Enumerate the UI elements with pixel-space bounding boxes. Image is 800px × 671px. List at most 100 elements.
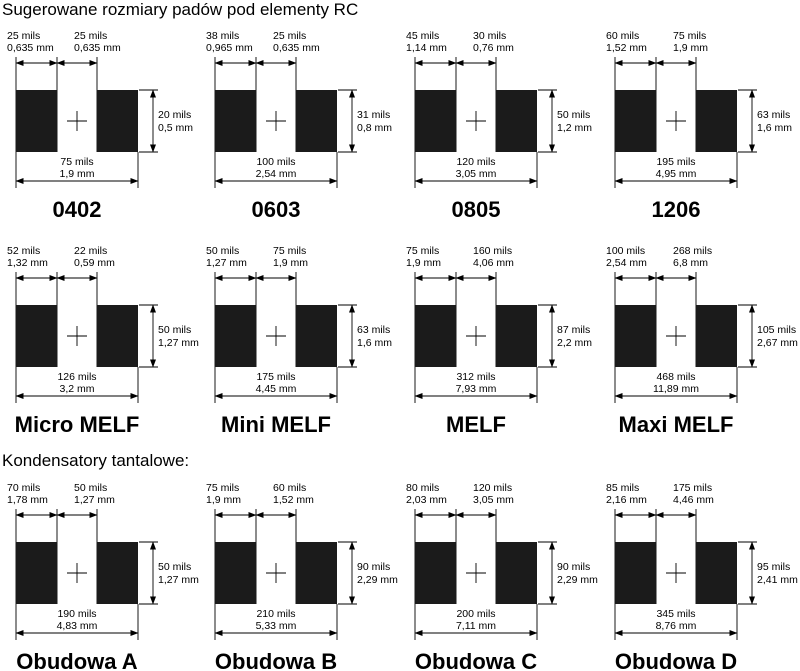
total-length-mils: 126 mils [57, 371, 96, 383]
total-length-mm: 8,76 mm [656, 620, 697, 632]
pad-right [296, 90, 337, 152]
pad-left [215, 90, 256, 152]
pad-width-mils: 70 mils [7, 482, 40, 494]
total-length-mm: 3,2 mm [59, 383, 94, 395]
gap-mils: 25 mils [74, 30, 107, 42]
pad-height-mils: 50 mils [557, 109, 590, 121]
pad-left [415, 542, 456, 604]
pad-left [415, 90, 456, 152]
gap-mm: 0,59 mm [74, 257, 115, 269]
gap-mm: 4,46 mm [673, 494, 714, 506]
gap-mils: 30 mils [473, 30, 506, 42]
pad-width-mm: 1,9 mm [206, 494, 241, 506]
footprint-name: Obudowa C [415, 649, 537, 671]
total-length-mils: 210 mils [256, 608, 295, 620]
gap-mm: 1,9 mm [273, 257, 308, 269]
pad-height-mils: 20 mils [158, 109, 191, 121]
footprint-name: Maxi MELF [619, 412, 734, 437]
total-length-mm: 4,45 mm [256, 383, 297, 395]
total-length-mm: 1,9 mm [59, 168, 94, 180]
pad-right [296, 305, 337, 367]
gap-mils: 75 mils [273, 245, 306, 257]
gap-mils: 268 mils [673, 245, 712, 257]
gap-mils: 160 mils [473, 245, 512, 257]
pad-height-mils: 95 mils [757, 561, 790, 573]
gap-mm: 1,27 mm [74, 494, 115, 506]
total-length-mils: 468 mils [656, 371, 695, 383]
footprint-name: 0603 [252, 197, 301, 222]
pad-height-mm: 0,5 mm [158, 122, 193, 134]
pad-left [615, 542, 656, 604]
pad-left [16, 90, 57, 152]
total-length-mm: 4,83 mm [57, 620, 98, 632]
footprint-name: 1206 [652, 197, 701, 222]
pad-height-mm: 2,2 mm [557, 337, 592, 349]
pad-height-mils: 50 mils [158, 324, 191, 336]
gap-mm: 1,52 mm [273, 494, 314, 506]
pad-height-mils: 63 mils [757, 109, 790, 121]
footprint-name: Obudowa A [16, 649, 138, 671]
pad-left [16, 542, 57, 604]
pad-height-mils: 87 mils [557, 324, 590, 336]
pad-width-mils: 52 mils [7, 245, 40, 257]
pad-height-mils: 31 mils [357, 109, 390, 121]
pad-height-mm: 0,8 mm [357, 122, 392, 134]
pad-height-mm: 1,2 mm [557, 122, 592, 134]
footprint-name: 0402 [53, 197, 102, 222]
total-length-mils: 312 mils [456, 371, 495, 383]
pad-left [615, 90, 656, 152]
pad-height-mm: 2,41 mm [757, 574, 798, 586]
gap-mils: 120 mils [473, 482, 512, 494]
pad-right [296, 542, 337, 604]
gap-mm: 4,06 mm [473, 257, 514, 269]
pad-left [215, 542, 256, 604]
total-length-mm: 3,05 mm [456, 168, 497, 180]
pad-width-mils: 85 mils [606, 482, 639, 494]
pad-width-mm: 1,52 mm [606, 42, 647, 54]
gap-mils: 22 mils [74, 245, 107, 257]
pad-left [215, 305, 256, 367]
pad-width-mm: 1,27 mm [206, 257, 247, 269]
total-length-mils: 100 mils [256, 156, 295, 168]
gap-mm: 3,05 mm [473, 494, 514, 506]
pad-height-mm: 2,29 mm [557, 574, 598, 586]
gap-mils: 175 mils [673, 482, 712, 494]
footprint-name: Micro MELF [15, 412, 140, 437]
pad-right [496, 542, 537, 604]
total-length-mm: 7,93 mm [456, 383, 497, 395]
gap-mm: 0,635 mm [273, 42, 320, 54]
pad-height-mils: 105 mils [757, 324, 796, 336]
total-length-mm: 2,54 mm [256, 168, 297, 180]
gap-mils: 50 mils [74, 482, 107, 494]
footprint-name: 0805 [452, 197, 501, 222]
pad-width-mils: 38 mils [206, 30, 239, 42]
total-length-mils: 345 mils [656, 608, 695, 620]
pad-width-mils: 45 mils [406, 30, 439, 42]
pad-width-mils: 100 mils [606, 245, 645, 257]
total-length-mm: 11,89 mm [653, 383, 699, 395]
pad-right [696, 305, 737, 367]
pad-left [415, 305, 456, 367]
total-length-mils: 75 mils [60, 156, 93, 168]
total-length-mils: 120 mils [456, 156, 495, 168]
footprint-name: Obudowa D [615, 649, 737, 671]
pad-height-mils: 90 mils [357, 561, 390, 573]
total-length-mm: 7,11 mm [456, 620, 496, 632]
pad-left [16, 305, 57, 367]
pad-width-mm: 1,14 mm [406, 42, 447, 54]
pad-width-mm: 1,9 mm [406, 257, 441, 269]
pad-height-mm: 2,67 mm [757, 337, 798, 349]
pad-width-mm: 0,635 mm [7, 42, 54, 54]
pad-height-mm: 2,29 mm [357, 574, 398, 586]
pad-height-mils: 90 mils [557, 561, 590, 573]
pad-height-mils: 50 mils [158, 561, 191, 573]
